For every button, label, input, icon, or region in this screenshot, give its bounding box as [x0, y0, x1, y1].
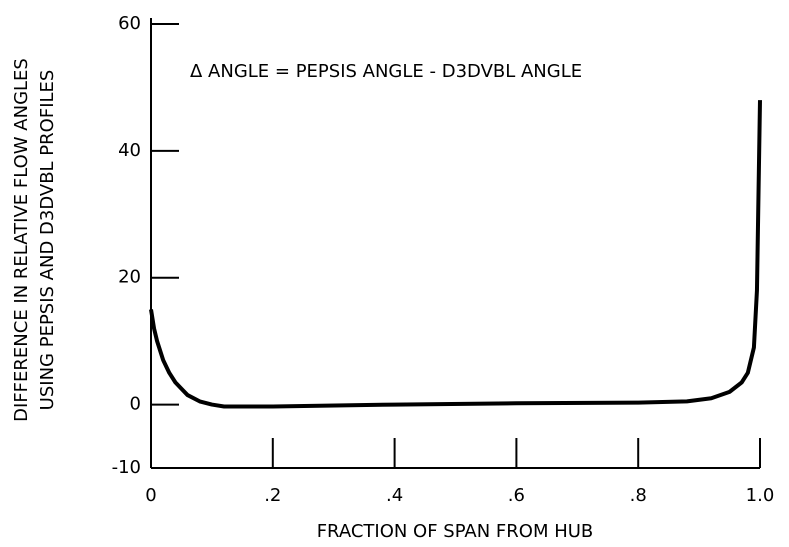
x-tick-label: .8 [630, 485, 647, 506]
annotation: Δ ANGLE = PEPSIS ANGLE - D3DVBL ANGLE [190, 61, 582, 82]
x-tick-label: .4 [386, 485, 403, 506]
y-tick-label: 0 [130, 394, 141, 415]
x-axis-label: FRACTION OF SPAN FROM HUB [317, 521, 594, 542]
x-tick-label: 0 [145, 485, 156, 506]
y-axis-label: USING PEPSIS AND D3DVBL PROFILES [37, 70, 58, 411]
x-tick-label: .2 [264, 485, 281, 506]
x-tick-label: .6 [508, 485, 525, 506]
y-tick-label: 40 [118, 140, 141, 161]
y-tick-label: 60 [118, 13, 141, 34]
x-tick-label: 1.0 [746, 485, 775, 506]
y-tick-label: -10 [112, 457, 141, 478]
y-tick-label: 20 [118, 267, 141, 288]
line [149, 100, 762, 409]
y-axis-label: DIFFERENCE IN RELATIVE FLOW ANGLES [11, 58, 32, 422]
